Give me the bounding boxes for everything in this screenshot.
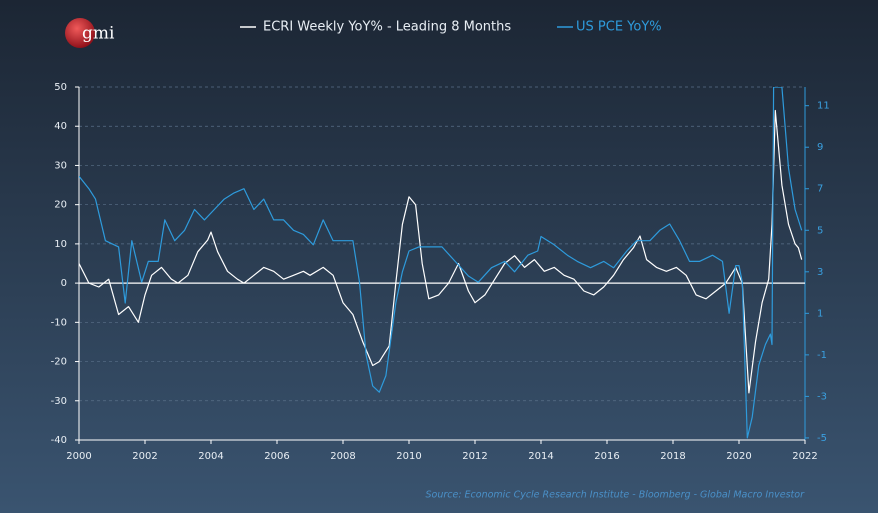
x-tick-label: 2010 [396,451,421,462]
series-line [79,109,803,394]
y-tick-label: -10 [51,317,67,328]
y2-tick-label: -3 [817,391,827,402]
x-tick-label: 2006 [264,451,289,462]
logo: gmi [82,24,115,44]
y2-tick-label: -5 [817,433,827,444]
y-tick-label: -30 [51,396,67,407]
y-tick-label: -40 [51,435,67,446]
logo-icon [65,18,95,48]
x-tick-label: 2004 [198,451,223,462]
y2-tick-label: -1 [817,350,827,361]
source: Source: Economic Cycle Research Institut… [426,490,806,501]
x-tick-label: 2014 [528,451,553,462]
legend-label: ECRI Weekly YoY% - Leading 8 Months [263,20,511,35]
y-tick-label: 50 [54,82,67,93]
x-tick-label: 2016 [594,451,619,462]
series-line [79,87,803,439]
y2-tick-label: 1 [817,308,823,319]
y-tick-label: 40 [54,121,67,132]
x-tick-label: 2000 [66,451,91,462]
plot-area [79,87,803,439]
y-tick-label: -20 [51,357,67,368]
x-tick-label: 2022 [792,451,817,462]
y2-tick-label: 5 [817,225,823,236]
x-tick-label: 2012 [462,451,487,462]
x-tick-label: 2020 [726,451,751,462]
y2-tick-label: 11 [817,101,830,112]
y2-tick-label: 9 [817,142,823,153]
y-tick-label: 30 [54,160,67,171]
legend-label: US PCE YoY% [576,20,662,35]
y2-tick-label: 7 [817,184,823,195]
x-tick-label: 2018 [660,451,685,462]
x-tick-label: 2002 [132,451,157,462]
y2-tick-label: 3 [817,267,823,278]
y-tick-label: 0 [61,278,67,289]
y-tick-label: 20 [54,200,67,211]
y-tick-label: 10 [54,239,67,250]
x-tick-label: 2008 [330,451,355,462]
